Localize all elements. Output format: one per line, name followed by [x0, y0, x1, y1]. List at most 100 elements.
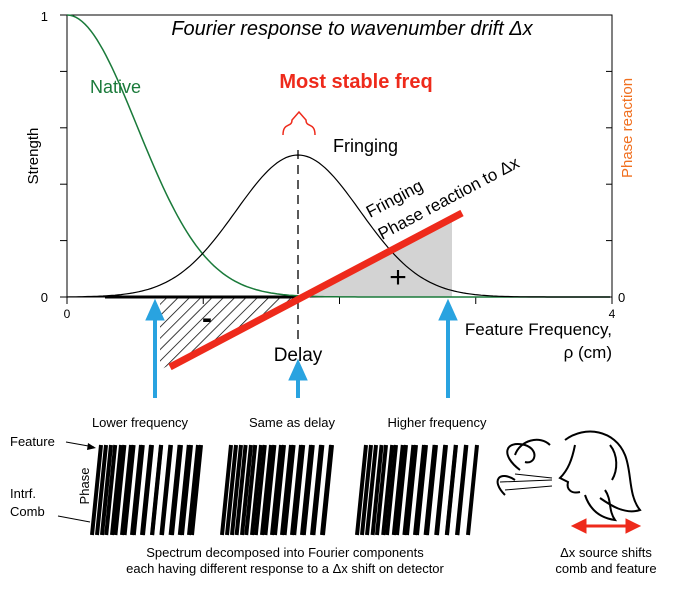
comb-bar [260, 444, 273, 536]
comb-panels [90, 444, 479, 536]
comb-bar [395, 444, 408, 536]
comb-label: Comb [10, 504, 45, 519]
arrow-head [288, 358, 308, 381]
y2-axis-label: Phase reaction [619, 78, 636, 178]
arrow-head [438, 298, 458, 321]
phase-side-label: Phase [77, 468, 92, 505]
feature-bar [141, 444, 154, 536]
native-label: Native [90, 77, 141, 97]
arrows [145, 298, 458, 398]
feature-bar [187, 444, 200, 536]
pointer-head [87, 443, 96, 450]
feature-bar [273, 444, 286, 536]
feature-bar [402, 444, 416, 536]
feature-bar [263, 444, 277, 536]
arrow-head [145, 298, 165, 321]
feature-bar [370, 444, 384, 536]
comb-bar [375, 444, 388, 536]
feature-bar [177, 444, 191, 536]
panel-label: Same as delay [249, 415, 335, 430]
y-axis-label: Strength [25, 128, 42, 185]
native-curve [66, 14, 610, 298]
caption: each having different response to a Δx s… [126, 561, 444, 576]
fringing-curve [66, 154, 610, 298]
feature-bar [95, 444, 108, 536]
comb-bar [220, 444, 233, 536]
x-axis-label: Feature Frequency, [465, 320, 612, 339]
comb-bar [230, 444, 243, 536]
comb-bar [190, 444, 203, 536]
feature-bar [122, 444, 136, 536]
source-caption: Δx source shifts [560, 545, 652, 560]
comb-bar [290, 444, 303, 536]
feature-bar [311, 444, 325, 536]
comb-bar [250, 444, 263, 536]
fringing-label: Fringing [333, 136, 398, 156]
feature-bar [292, 444, 306, 536]
feature-bar [244, 444, 258, 536]
feature-bar [234, 444, 248, 536]
feature-bar [282, 444, 296, 536]
comb-bar [120, 444, 133, 536]
source-caption: comb and feature [555, 561, 656, 576]
comb-bar [270, 444, 283, 536]
feature-bar [466, 444, 479, 536]
feature-bar [391, 444, 405, 536]
panel-label: Higher frequency [388, 415, 487, 430]
feature-bar [168, 444, 182, 536]
x-tick-label: 0 [64, 307, 71, 321]
feature-bar [413, 444, 426, 536]
feature-bar [150, 444, 164, 536]
feature-bar [455, 444, 469, 536]
delay-label: Delay [274, 345, 323, 366]
y-tick-label: 0 [41, 290, 48, 305]
shift-arrow-head [625, 518, 642, 534]
comb-bar [385, 444, 398, 536]
comb-bar [110, 444, 123, 536]
shift-arrow [570, 518, 642, 534]
feature-bar [434, 444, 448, 536]
y-tick-label: 1 [41, 9, 48, 24]
phase-line [168, 209, 464, 371]
comb-bar [180, 444, 193, 536]
caption: Spectrum decomposed into Fourier compone… [146, 545, 424, 560]
feature-bar [253, 444, 267, 536]
feature-bar [225, 444, 238, 536]
comb-bar [355, 444, 368, 536]
feature-bar [131, 444, 145, 536]
feature-bar [301, 444, 315, 536]
feature-bar [159, 444, 173, 536]
pointer [57, 515, 91, 523]
feature-bar [113, 444, 127, 536]
feature-bar [381, 444, 395, 536]
feature-bar [444, 444, 458, 536]
comb-bar [240, 444, 253, 536]
cloud-curl [496, 475, 516, 496]
cloud-curl [506, 443, 536, 471]
minus-sign: - [202, 302, 212, 335]
feature-bar [423, 444, 437, 536]
plus-sign: + [389, 261, 407, 294]
comb-bar [100, 444, 113, 536]
comb-bar [365, 444, 378, 536]
title: Fourier response to wavenumber drift Δx [171, 18, 533, 40]
wind-face [496, 430, 642, 522]
shift-arrow-head [570, 518, 587, 534]
breath [499, 473, 553, 491]
beard [584, 489, 618, 522]
comb-bar [90, 444, 103, 536]
x-tick-label: 4 [609, 307, 616, 321]
comb-bar [405, 444, 418, 536]
most-stable-label: Most stable freq [279, 71, 432, 93]
feature-bar [360, 444, 373, 536]
comb-label: Intrf. [10, 486, 36, 501]
comb-bar [280, 444, 293, 536]
face [558, 444, 581, 494]
feature-bar [104, 444, 118, 536]
feature-label: Feature [10, 434, 55, 449]
ticks [60, 14, 613, 304]
y2-tick-label: 0 [618, 290, 625, 305]
